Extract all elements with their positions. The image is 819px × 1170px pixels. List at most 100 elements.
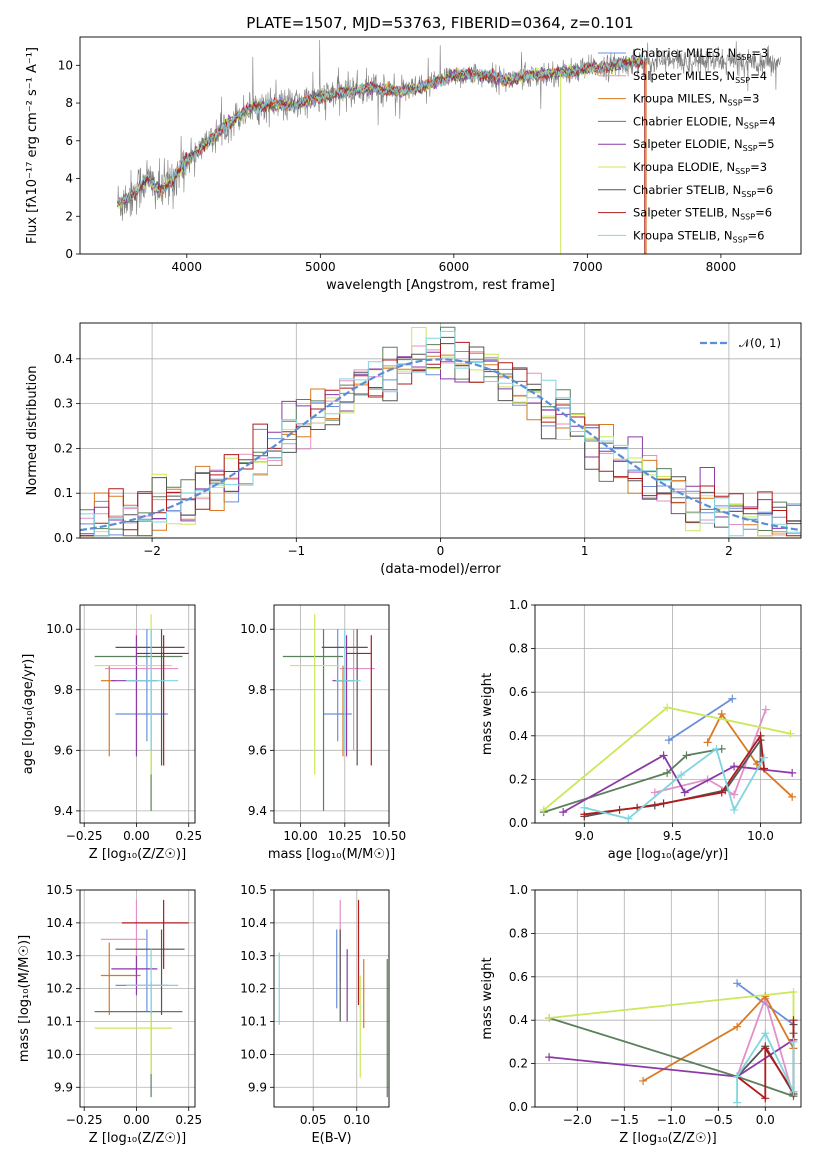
weight-marker: [545, 1053, 554, 1062]
error-bar-point: [323, 629, 352, 742]
residual-histogram: [80, 330, 801, 537]
y-tick-label: 0.6: [509, 970, 528, 984]
error-bar-point: [136, 635, 189, 766]
panel-7: 0.05 0.10 9.9 10.0 10.1 10.2 10.3 10.4 10.5 E(B-V…: [240, 883, 390, 1146]
legend-entry: Salpeter STELIB, NSSP=6: [633, 206, 772, 222]
y-tick-label: 1.0: [509, 883, 528, 897]
error-bar-point: [111, 955, 158, 996]
x-tick-label: 7000: [572, 260, 603, 274]
x-tick-label: 10.0: [747, 829, 774, 843]
weight-marker: [761, 705, 770, 714]
weight-marker: [717, 710, 726, 718]
legend-entry: Salpeter ELODIE, NSSP=5: [633, 137, 775, 153]
x-axis-label: E(B-V): [311, 1131, 351, 1146]
weight-marker: [680, 788, 689, 797]
x-tick-label: 1: [581, 544, 589, 558]
weight-marker: [650, 788, 659, 797]
model-spectrum: [117, 55, 644, 205]
weight-marker: [761, 1094, 770, 1103]
y-tick-label: 0.1: [54, 486, 73, 500]
weight-marker: [712, 744, 721, 753]
model-spectrum: [117, 55, 644, 207]
x-axis-label: Z [log₁₀(Z/Z☉)]: [89, 1131, 186, 1146]
legend-entry: Kroupa STELIB, NSSP=6: [633, 228, 764, 244]
plot-area: [539, 694, 797, 823]
weight-series: [703, 710, 797, 801]
panel-4: 10.00 10.25 10.50 9.4 9.6 9.8 10.0 mass [log₁₀(…: [240, 604, 406, 862]
error-bar-point: [335, 629, 361, 751]
x-tick-label: 9.0: [575, 829, 594, 843]
error-bar-point: [100, 899, 147, 983]
axes-frame: [273, 889, 390, 1108]
x-tick-label: 0.10: [343, 1113, 370, 1127]
y-tick-label: 9.4: [54, 804, 73, 818]
plot-area: [278, 899, 388, 1098]
weight-marker: [539, 805, 548, 814]
legend: Chabrier MILES, NSSP=3 Salpeter MILES, NS…: [598, 46, 776, 244]
error-bar-point: [346, 635, 372, 766]
weight-line: [584, 733, 765, 816]
error-bar-point: [115, 629, 185, 766]
legend-entry: Chabrier ELODIE, NSSP=4: [633, 114, 776, 130]
plot-area: [545, 979, 798, 1107]
error-bar-point: [94, 629, 183, 811]
weight-marker: [789, 987, 798, 996]
weight-series: [580, 744, 769, 823]
x-tick-label: 10.00: [283, 829, 317, 843]
x-tick-label: 0.00: [123, 829, 150, 843]
x-tick-label: −1.5: [610, 1113, 639, 1127]
y-tick-label: 2: [65, 209, 73, 223]
plot-area: [94, 899, 189, 1098]
x-axis-label: (data-model)/error: [380, 562, 501, 577]
axes-frame: [273, 604, 390, 824]
x-axis-label: Z [log₁₀(Z/Z☉)]: [89, 847, 186, 862]
x-tick-label: 0: [437, 544, 445, 558]
x-tick-label: 4000: [172, 260, 203, 274]
panel-3: −0.25 0.00 0.25 9.4 9.6 9.8 10.0 Z [log₁₀(Z/Z☉)…: [21, 604, 202, 862]
y-tick-label: 9.4: [248, 804, 267, 818]
weight-marker: [733, 1098, 742, 1107]
y-tick-label: 10.2: [46, 982, 73, 996]
weight-marker: [761, 1029, 770, 1038]
normal-curve: [80, 358, 801, 532]
weight-marker: [663, 768, 672, 777]
weight-marker: [730, 762, 739, 771]
weight-series: [539, 703, 795, 814]
error-bar-point: [115, 929, 185, 1015]
y-tick-label: 10.0: [46, 1047, 73, 1061]
weight-series: [733, 1029, 798, 1107]
y-tick-label: 9.8: [54, 683, 73, 697]
error-bar-point: [126, 949, 179, 1015]
error-bar-point: [100, 942, 141, 1015]
model-spectrum: [117, 57, 644, 206]
weight-marker: [756, 731, 765, 740]
weight-marker: [659, 751, 668, 760]
y-tick-label: 0.3: [54, 397, 73, 411]
plot-area: [282, 614, 375, 811]
y-tick-label: 9.8: [248, 683, 267, 697]
y-tick-label: 0.6: [509, 685, 528, 699]
model-spectrum: [117, 57, 644, 207]
y-tick-label: 0.0: [509, 816, 528, 830]
x-tick-label: 8000: [706, 260, 737, 274]
figure-title: PLATE=1507, MJD=53763, FIBERID=0364, z=0…: [246, 14, 633, 32]
y-tick-label: 10: [58, 58, 73, 72]
x-tick-label: 10.25: [328, 829, 362, 843]
x-tick-label: 0.0: [756, 1113, 775, 1127]
y-tick-label: 10.3: [240, 949, 267, 963]
axes-frame: [534, 889, 802, 1108]
y-tick-label: 10.1: [46, 1015, 73, 1029]
y-tick-label: 0.4: [509, 1013, 528, 1027]
x-tick-label: −1.0: [657, 1113, 686, 1127]
panel-2: −2 −1 0 1 2 0.0 0.1 0.2 0.3 0.4 (data-model)/error…: [25, 322, 802, 577]
weight-marker: [728, 694, 737, 703]
x-axis-label: mass [log₁₀(M/M☉)]: [268, 847, 395, 862]
y-tick-label: 0.0: [509, 1100, 528, 1114]
weight-series: [559, 751, 797, 817]
weight-marker: [703, 738, 712, 747]
y-tick-label: 9.9: [248, 1080, 267, 1094]
weight-marker: [786, 729, 795, 738]
y-tick-label: 10.3: [46, 949, 73, 963]
weight-line: [706, 712, 793, 798]
legend-entry: Chabrier STELIB, NSSP=6: [633, 183, 773, 199]
